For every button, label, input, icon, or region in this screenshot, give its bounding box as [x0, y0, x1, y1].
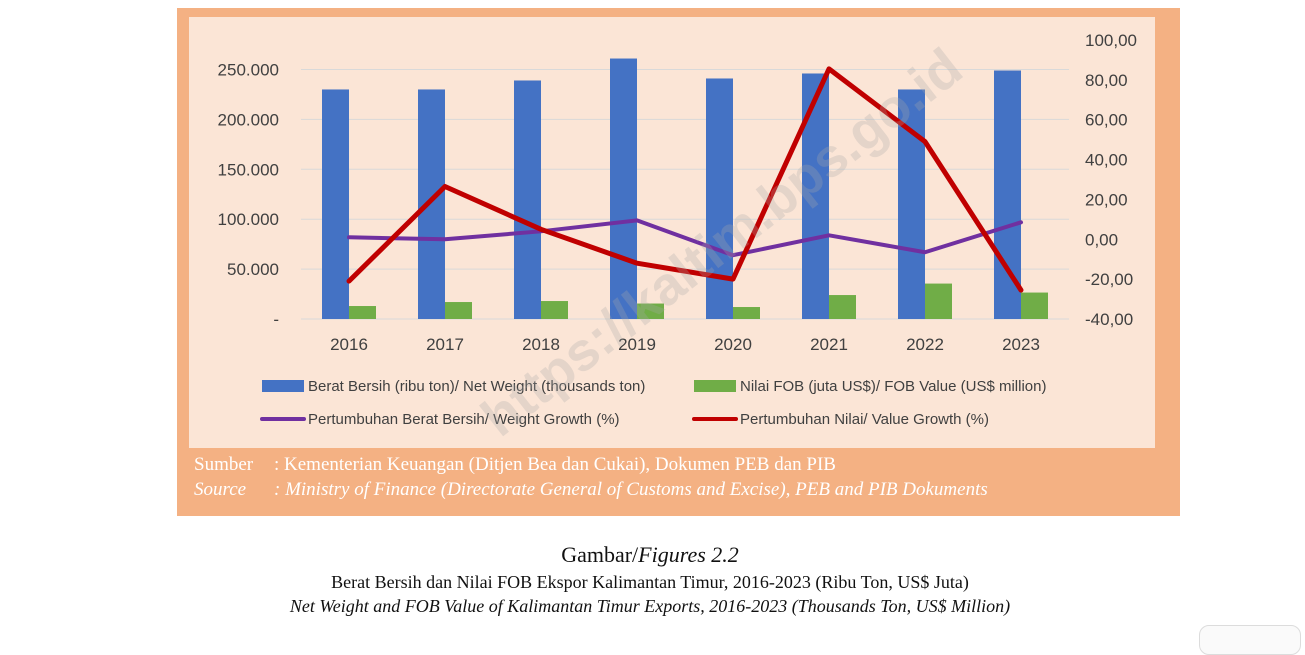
figure-id: Gambar/: [561, 542, 639, 567]
x-tick-label: 2023: [1002, 335, 1040, 354]
bar-fob-value: [925, 283, 952, 319]
x-tick-label: 2021: [810, 335, 848, 354]
legend-label: Berat Bersih (ribu ton)/ Net Weight (tho…: [308, 378, 645, 395]
source-label: Source: [194, 479, 247, 500]
x-tick-label: 2016: [330, 335, 368, 354]
source-id-row: Sumber : Kementerian Keuangan (Ditjen Bea…: [194, 452, 1174, 477]
legend: Berat Bersih (ribu ton)/ Net Weight (tho…: [260, 378, 1046, 428]
source-note: Sumber : Kementerian Keuangan (Ditjen Bea…: [194, 452, 1174, 502]
bar-fob-value: [445, 302, 472, 319]
bar-fob-value: [1021, 292, 1048, 319]
figure-number: Gambar/Figures 2.2: [150, 540, 1150, 570]
y-left-tick-label: 150.000: [218, 160, 279, 179]
sumber-text: : Kementerian Keuangan (Ditjen Bea dan C…: [274, 454, 836, 475]
y-right-tick-label: 40,00: [1085, 151, 1128, 170]
bar-net-weight: [610, 58, 637, 319]
bar-net-weight: [802, 73, 829, 319]
y-right-tick-label: 0,00: [1085, 230, 1118, 249]
legend-label: Pertumbuhan Nilai/ Value Growth (%): [740, 411, 989, 428]
y-left-tick-label: 200.000: [218, 110, 279, 129]
bar-fob-value: [349, 306, 376, 319]
legend-swatch: [262, 380, 304, 392]
source-en-row: Source : Ministry of Finance (Directorate…: [194, 477, 1174, 502]
bar-net-weight: [418, 89, 445, 320]
y-left-tick-label: 50.000: [227, 260, 279, 279]
bar-net-weight: [706, 78, 733, 320]
bar-net-weight: [322, 89, 349, 320]
x-tick-label: 2017: [426, 335, 464, 354]
bars: [322, 58, 1048, 320]
figure-title-id: Berat Bersih dan Nilai FOB Ekspor Kalima…: [331, 572, 969, 592]
bar-net-weight: [514, 80, 541, 319]
y-left-tick-label: 250.000: [218, 61, 279, 80]
bar-fob-value: [541, 301, 568, 319]
figure-title-en: Net Weight and FOB Value of Kalimantan T…: [289, 596, 1011, 616]
bar-fob-value: [637, 303, 664, 319]
y-right-tick-label: 60,00: [1085, 111, 1128, 130]
line-weight-growth: [347, 218, 1023, 258]
x-tick-label: 2022: [906, 335, 944, 354]
legend-label: Pertumbuhan Berat Bersih/ Weight Growth …: [308, 411, 620, 428]
legend-swatch: [694, 380, 736, 392]
y-right-tick-label: -40,00: [1085, 310, 1133, 329]
legend-label: Nilai FOB (juta US$)/ FOB Value (US$ mil…: [740, 378, 1046, 395]
y-left-tick-label: 100.000: [218, 210, 279, 229]
y-right-tick-label: 100,00: [1085, 31, 1137, 50]
bar-net-weight: [994, 70, 1021, 319]
x-tick-label: 2020: [714, 335, 752, 354]
y-right-tick-label: -20,00: [1085, 270, 1133, 289]
bar-fob-value: [733, 307, 760, 319]
y-left-tick-label: -: [273, 310, 279, 329]
gridlines: [301, 69, 1069, 320]
x-tick-label: 2018: [522, 335, 560, 354]
figure-caption: Gambar/Figures 2.2 Berat Bersih dan Nila…: [150, 540, 1150, 618]
y-right-tick-label: 20,00: [1085, 190, 1128, 209]
figure-id-en: Figures 2.2: [638, 542, 739, 567]
sumber-label: Sumber: [194, 454, 254, 475]
y-right-tick-label: 80,00: [1085, 71, 1128, 90]
line-value-growth: [346, 66, 1024, 293]
corner-widget: [1199, 625, 1301, 655]
bar-fob-value: [829, 295, 856, 319]
x-tick-label: 2019: [618, 335, 656, 354]
growth-lines: [346, 66, 1024, 293]
axis-labels: - 50.000 100.000 150.000 200.000 250.000 -40,0…: [218, 31, 1137, 354]
source-text: : Ministry of Finance (Directorate Gener…: [274, 479, 988, 500]
chart: - 50.000 100.000 150.000 200.000 250.000 -40,0…: [218, 31, 1137, 428]
